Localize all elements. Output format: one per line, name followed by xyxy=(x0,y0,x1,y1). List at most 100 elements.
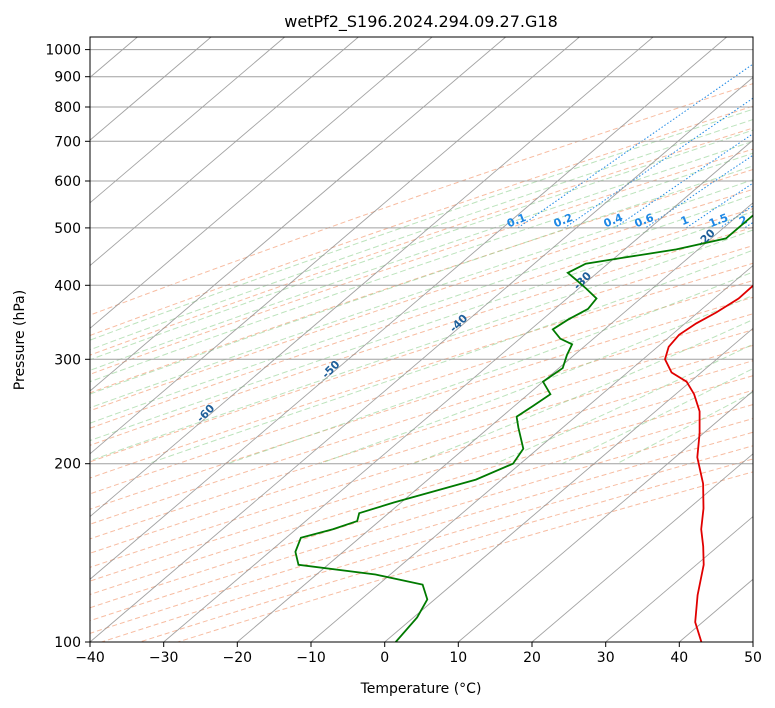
dry-adiabat-line xyxy=(90,226,753,446)
mixing-ratio-line xyxy=(564,97,753,229)
moist-adiabats xyxy=(90,108,753,465)
y-tick-label: 700 xyxy=(54,134,81,150)
dry-adiabat-line xyxy=(90,418,753,622)
y-tick-label: 400 xyxy=(54,278,81,294)
dry-adiabat-line xyxy=(90,375,753,582)
isotherm-line xyxy=(90,37,285,204)
moist-adiabat-line xyxy=(90,140,753,371)
chart-title: wetPf2_S196.2024.294.09.27.G18 xyxy=(284,12,558,32)
dry-adiabat-line xyxy=(90,344,753,554)
y-tick-label: 200 xyxy=(54,457,81,473)
dry-adiabat-line xyxy=(90,329,753,540)
moist-adiabat-line xyxy=(90,152,753,383)
dry-adiabat-line xyxy=(90,168,753,394)
isotherm-line xyxy=(531,453,753,642)
dry-adiabat-line xyxy=(90,262,753,479)
x-tick-label: −30 xyxy=(149,650,179,666)
dry-adiabat-line xyxy=(90,279,753,495)
isotherm-line xyxy=(384,327,753,642)
moist-adiabat-line xyxy=(90,211,753,442)
y-tick-label: 800 xyxy=(54,100,81,116)
moist-adiabat-line xyxy=(495,343,753,465)
isotherm-line xyxy=(90,37,359,267)
moist-adiabat-line xyxy=(90,108,753,341)
y-tick-label: 300 xyxy=(54,352,81,368)
x-tick-label: −40 xyxy=(75,650,105,666)
y-tick-label: 600 xyxy=(54,174,81,190)
mixing-ratio-line xyxy=(744,221,753,229)
x-tick-label: 50 xyxy=(744,650,762,666)
dewpoint-profile-line xyxy=(294,214,753,642)
dry-adiabat-line xyxy=(90,208,753,429)
isotherm-line xyxy=(0,37,64,642)
mixing-ratio-label: 1 xyxy=(679,213,691,228)
dry-adiabat-line xyxy=(90,105,753,337)
dry-adiabat-line xyxy=(90,431,753,634)
dry-adiabat-line xyxy=(101,445,753,642)
dry-adiabats xyxy=(90,83,753,642)
y-axis-ticks: 100 200 300 400 500 600 700 800 900 1000 xyxy=(45,43,90,651)
moist-adiabat-line xyxy=(90,194,753,424)
isotherm-label: -50 xyxy=(319,358,342,381)
x-axis-ticks: −40 −30 −20 −10 0 10 20 30 40 50 xyxy=(75,642,762,666)
dry-adiabat-line xyxy=(90,313,753,525)
moist-adiabat-line xyxy=(90,165,753,395)
x-tick-label: −20 xyxy=(223,650,253,666)
isotherm-line xyxy=(90,37,654,518)
dry-adiabat-line xyxy=(90,83,753,316)
dry-adiabat-line xyxy=(90,127,753,356)
y-axis-label: Pressure (hPa) xyxy=(12,290,28,390)
isotherm-line xyxy=(90,37,212,141)
isobar-grid xyxy=(90,49,753,642)
dry-adiabat-line xyxy=(139,458,753,642)
moist-adiabat-line xyxy=(90,229,753,462)
mixing-ratio-line xyxy=(614,133,753,229)
isotherm-label: -30 xyxy=(571,269,594,292)
moist-adiabat-line xyxy=(413,319,753,465)
x-tick-label: 10 xyxy=(449,650,467,666)
mixing-ratio-line xyxy=(517,63,753,229)
isotherm-line xyxy=(90,37,433,329)
dry-adiabat-line xyxy=(90,188,753,412)
isotherm-line xyxy=(237,202,753,642)
mixing-ratio-line xyxy=(685,182,753,229)
x-tick-label: 0 xyxy=(380,650,389,666)
isotherm-label: -60 xyxy=(194,402,217,425)
isotherm-line xyxy=(90,37,580,455)
moist-adiabat-line xyxy=(147,249,753,465)
dry-adiabat-line xyxy=(90,296,753,510)
isotherm-line xyxy=(90,37,727,580)
y-tick-label: 1000 xyxy=(45,43,81,59)
x-tick-label: 20 xyxy=(523,650,541,666)
y-tick-label: 100 xyxy=(54,635,81,651)
x-tick-label: 40 xyxy=(670,650,688,666)
dry-adiabat-line xyxy=(90,245,753,463)
isotherm-label: -20 xyxy=(695,226,718,249)
isotherm-line xyxy=(458,390,753,642)
mixing-ratio-lines xyxy=(517,63,753,229)
moist-adiabat-line xyxy=(90,179,753,409)
isotherm-line xyxy=(752,641,753,642)
mixing-ratio-line xyxy=(645,154,753,229)
isotherm-line xyxy=(90,37,506,392)
mixing-ratio-label: 2 xyxy=(737,213,749,228)
dry-adiabat-line xyxy=(90,389,753,596)
isotherm-label: -40 xyxy=(447,312,470,335)
x-axis-label: Temperature (°C) xyxy=(360,681,482,697)
isotherm-line xyxy=(310,264,753,642)
dry-adiabat-line xyxy=(90,404,753,609)
dry-adiabat-line xyxy=(90,360,753,568)
isotherm-line xyxy=(163,139,753,642)
temperature-profile-line xyxy=(664,284,753,642)
dry-adiabat-line xyxy=(90,148,753,375)
isotherm-line xyxy=(605,515,753,642)
moist-adiabat-line xyxy=(90,118,753,351)
moist-adiabat-line xyxy=(319,294,753,465)
isotherm-grid xyxy=(0,37,753,642)
plot-frame xyxy=(89,36,754,643)
x-tick-label: −10 xyxy=(296,650,326,666)
x-tick-label: 30 xyxy=(597,650,615,666)
y-tick-label: 900 xyxy=(54,70,81,86)
